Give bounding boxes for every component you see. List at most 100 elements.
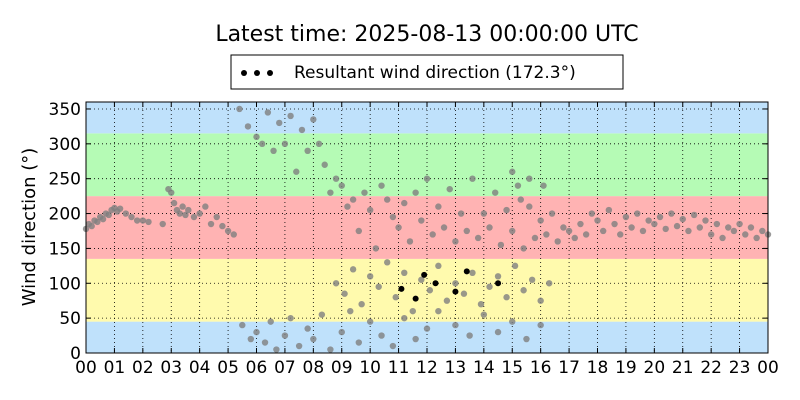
wind-direction-point: [293, 168, 300, 175]
wind-direction-point: [401, 269, 408, 277]
wind-direction-point: [742, 231, 749, 238]
wind-direction-point: [477, 300, 485, 308]
wind-direction-point: [287, 112, 294, 120]
y-tick-label: 150: [49, 239, 81, 259]
wind-direction-point: [418, 217, 425, 224]
wind-direction-point: [116, 205, 124, 212]
wind-direction-point: [565, 227, 573, 235]
x-tick-label: 17: [558, 358, 580, 378]
x-tick-label: 11: [388, 358, 410, 378]
wind-direction-point: [486, 283, 493, 290]
wind-direction-point: [577, 220, 584, 228]
x-tick-label: 04: [189, 358, 211, 378]
wind-direction-point: [440, 224, 448, 231]
wind-direction-point: [452, 238, 459, 245]
legend-marker-dot: [241, 70, 247, 76]
wind-direction-point: [332, 175, 340, 182]
wind-direction-point: [554, 238, 561, 245]
wind-direction-point: [466, 332, 473, 339]
wind-direction-point: [406, 238, 414, 245]
wind-direction-point: [588, 210, 596, 217]
wind-direction-point: [384, 196, 391, 203]
wind-direction-point: [494, 273, 502, 280]
x-tick-label: 03: [160, 358, 182, 378]
wind-direction-point: [725, 224, 732, 231]
wind-direction-point: [327, 346, 334, 353]
wind-direction-point: [332, 280, 340, 287]
y-tick-label: 200: [49, 205, 81, 225]
wind-direction-point: [264, 109, 272, 116]
x-tick-label: 10: [359, 358, 381, 378]
wind-direction-point: [378, 332, 385, 339]
wind-direction-point: [480, 311, 488, 318]
x-tick-label: 14: [473, 358, 495, 378]
wind-direction-point: [622, 213, 630, 221]
x-tick-label: 07: [274, 358, 296, 378]
wind-direction-point: [94, 218, 101, 226]
y-tick-label: 0: [70, 344, 81, 364]
wind-direction-point: [349, 266, 357, 273]
x-tick-label: 15: [501, 358, 523, 378]
wind-direction-point: [639, 227, 647, 235]
wind-direction-point: [247, 335, 255, 343]
wind-direction-point: [310, 116, 317, 123]
wind-direction-point: [366, 318, 374, 325]
wind-direction-point: [503, 294, 510, 301]
x-tick-label: 08: [303, 358, 325, 378]
wind-direction-point: [341, 290, 348, 297]
x-tick-label: 12: [416, 358, 438, 378]
wind-direction-point: [594, 217, 601, 224]
x-tick-label: 23: [729, 358, 751, 378]
x-tick-label: 21: [672, 358, 694, 378]
wind-direction-point: [372, 245, 380, 252]
wind-direction-point: [435, 262, 442, 270]
wind-direction-point: [469, 175, 476, 182]
wind-direction-point: [253, 328, 260, 336]
wind-direction-point: [662, 225, 669, 233]
wind-direction-point: [713, 220, 721, 228]
wind-direction-point: [355, 227, 362, 235]
wind-direction-point: [702, 217, 709, 224]
wind-direction-point: [537, 321, 544, 329]
wind-direction-point: [304, 325, 311, 332]
wind-direction-point: [182, 211, 189, 219]
wind-direction-point: [480, 210, 488, 217]
wind-direction-point: [168, 189, 175, 196]
wind-direction-point: [509, 168, 516, 175]
x-tick-label: 16: [530, 358, 552, 378]
wind-direction-point: [537, 297, 544, 304]
wind-direction-point: [389, 213, 397, 221]
wind-direction-point: [375, 283, 382, 290]
wind-direction-point: [366, 273, 374, 280]
x-tick-label: 18: [587, 358, 609, 378]
resultant-direction-point: [398, 285, 405, 292]
wind-direction-point: [517, 196, 524, 203]
wind-direction-point: [429, 231, 436, 238]
wind-direction-point: [651, 220, 658, 228]
wind-direction-point: [128, 213, 135, 221]
wind-direction-point: [338, 182, 345, 189]
wind-direction-point: [426, 287, 434, 294]
wind-direction-point: [361, 189, 368, 196]
wind-direction-point: [452, 280, 459, 287]
wind-direction-point: [528, 276, 536, 283]
wind-direction-point: [139, 217, 147, 224]
wind-direction-point: [418, 276, 425, 283]
wind-direction-point: [540, 182, 547, 189]
wind-direction-point: [122, 210, 129, 217]
x-tick-label: 22: [700, 358, 722, 378]
wind-direction-point: [366, 206, 374, 214]
y-axis: 0 50 100 150 200 250 300 350: [49, 100, 768, 364]
wind-direction-point: [520, 287, 527, 294]
legend-marker-dot: [254, 70, 260, 76]
wind-direction-point: [258, 140, 266, 148]
wind-direction-point: [747, 224, 755, 231]
wind-direction-point: [219, 222, 226, 230]
wind-direction-point: [543, 231, 550, 238]
wind-direction-point: [474, 234, 482, 242]
resultant-direction-point: [412, 295, 419, 302]
resultant-direction-point: [432, 280, 439, 287]
wind-direction-point: [492, 189, 499, 196]
wind-direction-point: [435, 307, 442, 315]
